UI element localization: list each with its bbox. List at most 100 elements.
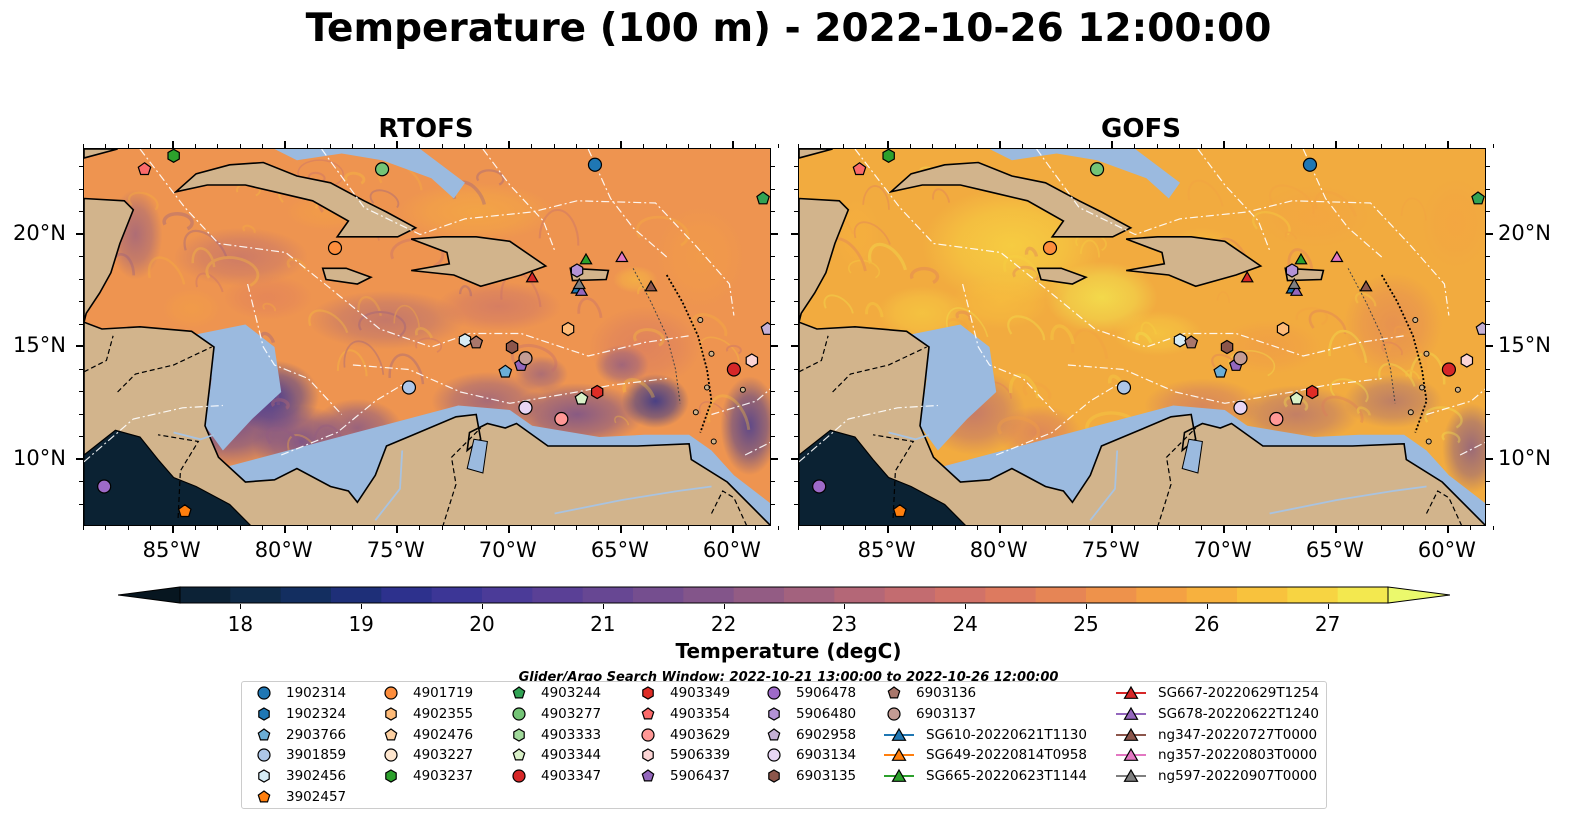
landmass — [1125, 236, 1263, 288]
obs-ng357-20220803T0000 — [615, 250, 629, 263]
minor-tick — [79, 413, 83, 415]
colorbar-tick — [965, 604, 967, 609]
minor-tick — [771, 188, 775, 190]
eez-boundary — [352, 364, 667, 404]
obs-4903349 — [1306, 384, 1319, 400]
eez-boundary — [139, 149, 690, 357]
eez-boundary — [995, 380, 1125, 456]
lat-tick-label: 15°N — [1498, 333, 1551, 357]
minor-tick — [771, 413, 775, 415]
colorbar-tick — [723, 604, 725, 609]
minor-tick — [79, 166, 83, 167]
landmass — [321, 267, 373, 285]
eez-boundary — [854, 149, 1405, 357]
lon-tick-label: 80°W — [969, 538, 1028, 562]
shelf-shading — [274, 149, 465, 199]
colorbar-segment — [1086, 587, 1137, 603]
obs-4903629 — [554, 411, 569, 427]
colorbar-segment — [230, 587, 282, 603]
eez-boundary — [1302, 149, 1383, 258]
minor-tick — [794, 301, 798, 302]
minor-tick — [79, 278, 83, 280]
obs-4903347 — [1441, 362, 1457, 377]
legend-label: 5906437 — [670, 768, 731, 785]
minor-tick — [1358, 144, 1360, 148]
minor-tick — [1178, 144, 1180, 148]
eez-boundary — [1459, 441, 1485, 456]
minor-tick — [910, 144, 912, 148]
landmass — [799, 321, 1485, 525]
minor-tick — [777, 144, 779, 148]
legend-entry: SG678-20220622T1240 — [1116, 704, 1319, 724]
minor-tick — [307, 526, 309, 530]
lon-tick-label: 85°W — [142, 538, 201, 562]
obs-1902314 — [587, 157, 603, 172]
map-panel-gofs — [798, 148, 1486, 526]
colorbar-segment — [331, 587, 382, 603]
minor-tick — [329, 526, 331, 530]
colorbar-tick — [240, 604, 242, 609]
minor-tick — [1403, 144, 1405, 148]
minor-tick — [820, 144, 822, 148]
lon-tick — [1222, 141, 1225, 148]
obs-ng347-20220727T0000 — [644, 279, 658, 292]
landmass — [410, 236, 548, 288]
lon-tick — [1110, 141, 1113, 148]
colorbar-segment — [1035, 587, 1087, 603]
country-border — [832, 346, 927, 393]
lon-tick — [731, 526, 734, 533]
legend-label: 4902355 — [413, 705, 474, 722]
minor-tick — [1486, 368, 1490, 370]
country-border — [710, 490, 748, 525]
legend-entry: 3901859 — [254, 745, 346, 765]
legend-label: 4903227 — [413, 747, 474, 764]
lon-tick-label: 65°W — [590, 538, 649, 562]
legend-entry: 5906480 — [764, 704, 856, 724]
legend-marker-icon — [512, 748, 526, 761]
minor-tick — [1246, 526, 1248, 530]
isobath — [665, 274, 713, 433]
minor-tick — [1156, 144, 1158, 148]
minor-tick — [1486, 323, 1490, 325]
obs-6903136 — [1184, 335, 1199, 349]
landmass — [84, 197, 135, 323]
legend-label: 4902476 — [413, 726, 474, 743]
legend-marker-icon — [257, 748, 271, 762]
legend-marker-icon — [258, 769, 270, 783]
lon-tick — [1446, 141, 1449, 148]
legend-entry: 2903766 — [254, 725, 346, 745]
lon-tick — [507, 526, 510, 533]
minor-tick — [79, 391, 83, 392]
colorbar-segment — [1287, 587, 1339, 603]
colorbar-under-arrow — [118, 586, 181, 604]
legend-entry: 4902355 — [381, 704, 473, 724]
minor-tick — [1486, 278, 1490, 280]
legend-entry: SG665-20220623T1144 — [884, 766, 1087, 786]
river — [554, 485, 712, 515]
obs-SG667-20220629T1254 — [1240, 270, 1254, 283]
minor-tick — [842, 144, 844, 148]
lon-tick — [395, 141, 398, 148]
obs-4903344 — [1289, 391, 1304, 405]
minor-tick — [79, 481, 83, 482]
minor-tick — [1470, 526, 1472, 530]
lon-tick — [619, 526, 622, 533]
legend-label: 3902456 — [286, 768, 347, 785]
legend-entry: 4903227 — [381, 745, 473, 765]
legend-entry: 4902476 — [381, 725, 473, 745]
lake — [466, 438, 488, 474]
obs-3902457 — [892, 504, 907, 518]
obs-1902314 — [1302, 157, 1318, 172]
minor-tick — [794, 413, 798, 415]
colorbar-over-arrow — [1387, 586, 1450, 604]
minor-tick — [1044, 526, 1046, 530]
minor-tick — [1492, 144, 1494, 148]
minor-tick — [1022, 144, 1024, 148]
river — [374, 450, 404, 521]
minor-tick — [150, 144, 152, 148]
legend-label: 6903136 — [916, 685, 977, 701]
lat-tick — [1486, 232, 1493, 235]
landmass — [173, 161, 418, 238]
legend-marker-icon — [641, 707, 655, 720]
obs-3901859 — [1116, 380, 1132, 395]
